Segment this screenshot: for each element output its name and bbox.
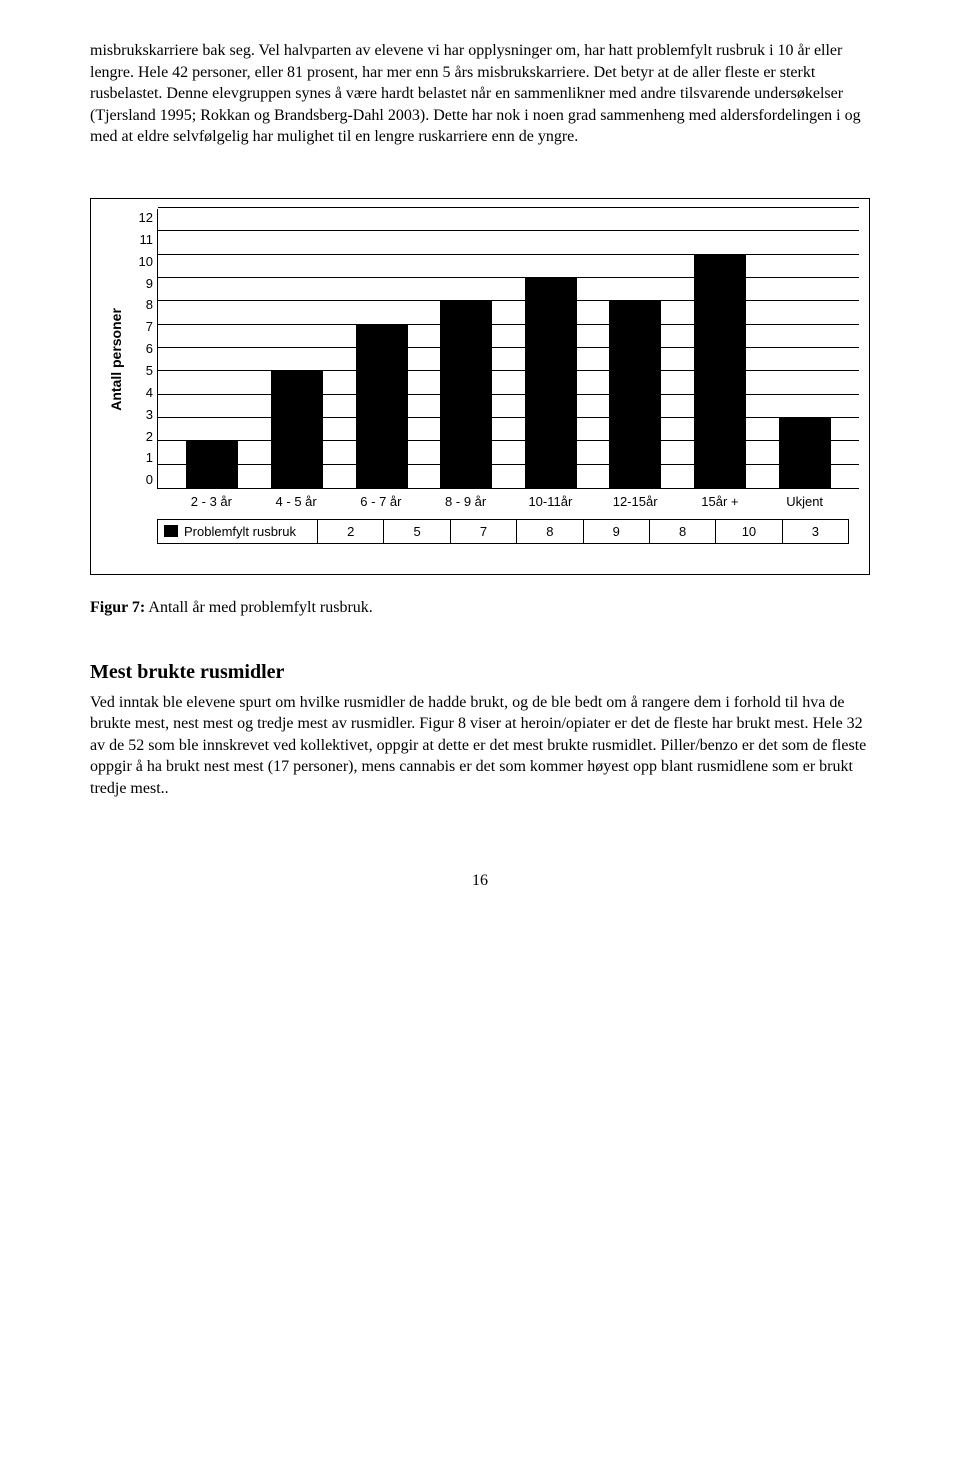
y-tick-label: 0 — [146, 471, 153, 489]
y-tick-label: 7 — [146, 318, 153, 336]
bars-container — [158, 209, 859, 488]
bar-slot — [593, 209, 678, 488]
bar — [440, 301, 492, 488]
y-axis-ticks: 1211109876543210 — [131, 209, 157, 489]
legend-value-cell: 3 — [783, 520, 848, 544]
bar — [186, 441, 238, 488]
y-tick-label: 1 — [146, 449, 153, 467]
figure-caption-text: Antall år med problemfylt rusbruk. — [145, 599, 373, 616]
y-tick-label: 9 — [146, 275, 153, 293]
bar — [271, 371, 323, 488]
legend-value-cell: 7 — [451, 520, 517, 544]
bar — [356, 325, 408, 488]
figure-7-chart: Antall personer 1211109876543210 2 - 3 å… — [90, 198, 870, 575]
x-tick-label: 4 - 5 år — [254, 493, 339, 511]
legend-series: Problemfylt rusbruk — [158, 520, 318, 544]
legend-value-cell: 9 — [584, 520, 650, 544]
section-paragraph: Ved inntak ble elevene spurt om hvilke r… — [90, 692, 870, 800]
legend-values: 257898103 — [318, 520, 848, 544]
y-tick-label: 3 — [146, 406, 153, 424]
bar-slot — [762, 209, 847, 488]
section-heading: Mest brukte rusmidler — [90, 659, 870, 686]
y-axis-label: Antall personer — [107, 308, 126, 411]
x-tick-label: 6 - 7 år — [339, 493, 424, 511]
chart-legend-table: Problemfylt rusbruk 257898103 — [157, 519, 849, 545]
bar — [609, 301, 661, 488]
legend-value-cell: 8 — [517, 520, 583, 544]
bar — [694, 255, 746, 488]
page-number: 16 — [90, 870, 870, 892]
y-tick-label: 5 — [146, 362, 153, 380]
bar-slot — [255, 209, 340, 488]
bar-slot — [424, 209, 509, 488]
y-tick-label: 11 — [140, 231, 154, 249]
intro-paragraph: misbrukskarriere bak seg. Vel halvparten… — [90, 40, 870, 148]
x-tick-label: 10-11år — [508, 493, 593, 511]
x-tick-label: 2 - 3 år — [169, 493, 254, 511]
y-tick-label: 12 — [139, 209, 153, 227]
legend-swatch-icon — [164, 525, 178, 537]
y-tick-label: 4 — [146, 384, 153, 402]
legend-value-cell: 2 — [318, 520, 384, 544]
x-tick-label: 15år + — [678, 493, 763, 511]
figure-7-caption: Figur 7: Antall år med problemfylt rusbr… — [90, 597, 870, 619]
y-tick-label: 2 — [146, 428, 153, 446]
legend-value-cell: 8 — [650, 520, 716, 544]
bar-slot — [678, 209, 763, 488]
bar — [525, 278, 577, 488]
bar-slot — [339, 209, 424, 488]
x-tick-label: Ukjent — [762, 493, 847, 511]
legend-value-cell: 5 — [384, 520, 450, 544]
bar-slot — [170, 209, 255, 488]
legend-value-cell: 10 — [716, 520, 782, 544]
y-axis-label-column: Antall personer — [101, 209, 131, 511]
y-tick-label: 6 — [146, 340, 153, 358]
y-tick-label: 10 — [139, 253, 153, 271]
figure-caption-bold: Figur 7: — [90, 599, 145, 616]
gridline — [158, 207, 859, 208]
legend-series-label: Problemfylt rusbruk — [184, 523, 296, 541]
x-axis-labels: 2 - 3 år4 - 5 år6 - 7 år8 - 9 år10-11år1… — [157, 489, 859, 511]
y-tick-label: 8 — [146, 296, 153, 314]
x-tick-label: 12-15år — [593, 493, 678, 511]
bar — [779, 418, 831, 488]
chart-frame: Antall personer 1211109876543210 2 - 3 å… — [90, 198, 870, 575]
bar-slot — [509, 209, 594, 488]
x-tick-label: 8 - 9 år — [423, 493, 508, 511]
plot-area — [157, 209, 859, 489]
